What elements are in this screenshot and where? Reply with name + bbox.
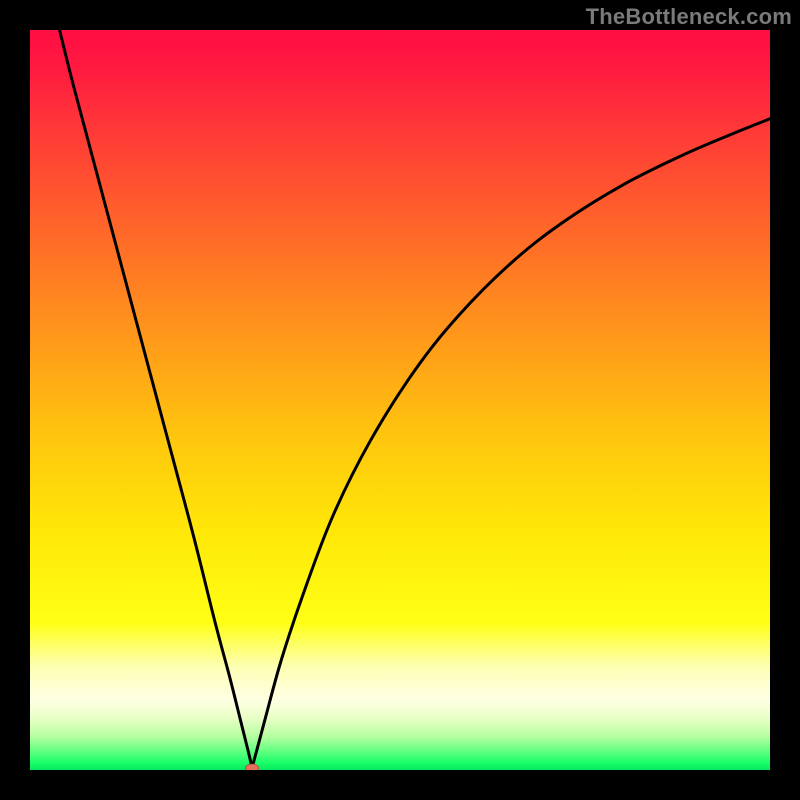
watermark-text: TheBottleneck.com <box>586 4 792 30</box>
chart-svg <box>30 30 770 770</box>
min-marker <box>245 764 258 770</box>
chart-background <box>30 30 770 770</box>
plot-area <box>30 30 770 770</box>
chart-frame: TheBottleneck.com <box>0 0 800 800</box>
